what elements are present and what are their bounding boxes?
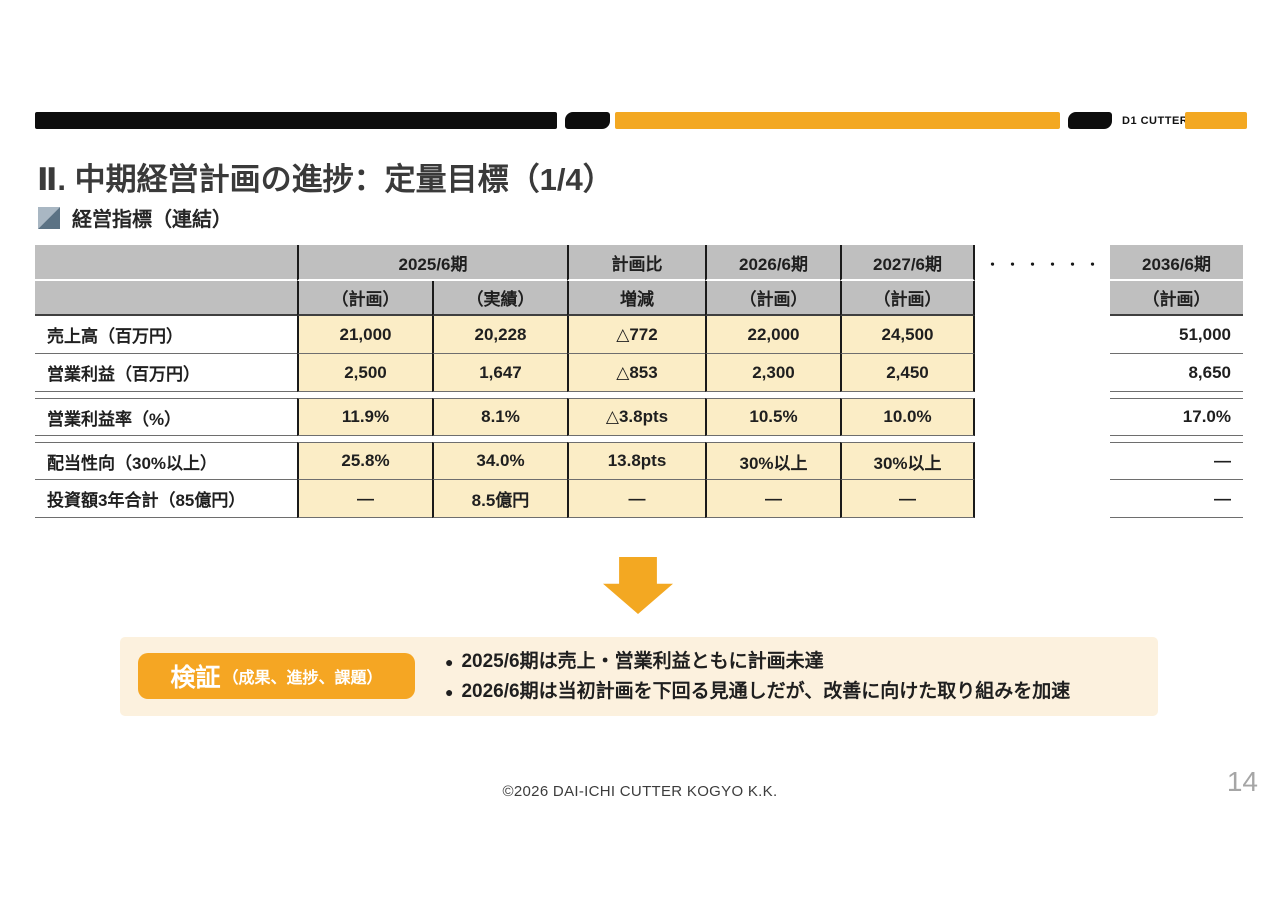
verification-tag-title: 検証 [170,664,221,692]
header-fy2036: 2036/6期 [1110,245,1243,281]
header-chip-black-left [565,112,610,129]
header-chip-black-right [1068,112,1112,129]
bullet-item: ● 2025/6期は売上・営業利益ともに計画未達 [445,647,1070,677]
table-gap [975,354,1110,392]
table-gap [975,442,1110,480]
bullet-text: 2025/6期は売上・営業利益ともに計画未達 [461,651,824,672]
cell-diff: △772 [567,316,705,354]
header-plan-b: （計画） [705,281,840,316]
cell-2025-plan: 21,000 [297,316,432,354]
kpi-table: 2025/6期 計画比 2026/6期 2027/6期 ・・・・・・ 2036/… [35,245,1245,518]
cell-2025-actual: 8.1% [432,398,567,436]
table-row-sales: 売上高（百万円） 21,000 20,228 △772 22,000 24,50… [35,316,1245,354]
section-square-icon [38,206,60,229]
bullet-text: 2026/6期は当初計画を下回る見通しだが、改善に向けた取り組みを加速 [461,681,1071,702]
cell-2025-plan: — [297,480,432,518]
down-arrow-icon [603,557,673,614]
table-header-row-2: （計画） （実績） 増減 （計画） （計画） （計画） [35,281,1245,316]
cell-2027-plan: 10.0% [840,398,975,436]
section-heading: 経営指標（連結） [38,203,232,232]
verification-bullet-list: ● 2025/6期は売上・営業利益ともに計画未達 ● 2026/6期は当初計画を… [445,647,1070,707]
row-label: 営業利益率（%） [35,398,297,436]
cell-2025-plan: 25.8% [297,442,432,480]
header-fy2026: 2026/6期 [705,245,840,281]
cell-diff: — [567,480,705,518]
header-actual: （実績） [432,281,567,316]
slide-title: Ⅱ. 中期経営計画の進捗：定量目標（1/4） [37,161,614,197]
cell-2026-plan: 22,000 [705,316,840,354]
table-header-row-1: 2025/6期 計画比 2026/6期 2027/6期 ・・・・・・ 2036/… [35,245,1245,281]
row-label: 配当性向（30%以上） [35,442,297,480]
verification-tag-subtitle: （成果、進捗、課題） [222,670,383,687]
cell-2036-plan: — [1110,442,1243,480]
cell-2036-plan: 8,650 [1110,354,1243,392]
cell-2025-plan: 2,500 [297,354,432,392]
bullet-icon: ● [445,684,454,700]
verification-panel: 検証 （成果、進捗、課題） ● 2025/6期は売上・営業利益ともに計画未達 ●… [120,637,1158,716]
table-gap [975,480,1110,518]
header-diff: 増減 [567,281,705,316]
row-label: 売上高（百万円） [35,316,297,354]
cell-2036-plan: 51,000 [1110,316,1243,354]
cell-2025-actual: 34.0% [432,442,567,480]
cell-diff: △853 [567,354,705,392]
table-group-sales-profit: 売上高（百万円） 21,000 20,228 △772 22,000 24,50… [35,316,1245,392]
table-gap [975,316,1110,354]
header-chip-amber [1185,112,1247,129]
cell-diff: △3.8pts [567,398,705,436]
header-plan-ratio: 計画比 [567,245,705,281]
table-row-operating-profit: 営業利益（百万円） 2,500 1,647 △853 2,300 2,450 8… [35,354,1245,392]
copyright-text: ©2026 DAI-ICHI CUTTER KOGYO K.K. [502,783,778,800]
header-fy2027: 2027/6期 [840,245,975,281]
cell-diff: 13.8pts [567,442,705,480]
cell-2026-plan: 10.5% [705,398,840,436]
company-logo-text: D1 CUTTER [1122,115,1189,127]
header-blank [35,245,297,281]
header-plan-c: （計画） [840,281,975,316]
table-gap [975,281,1110,316]
row-label: 営業利益（百万円） [35,354,297,392]
cell-2025-actual: 20,228 [432,316,567,354]
table-group-margin: 営業利益率（%） 11.9% 8.1% △3.8pts 10.5% 10.0% … [35,398,1245,436]
table-group-dividend-investment: 配当性向（30%以上） 25.8% 34.0% 13.8pts 30%以上 30… [35,442,1245,518]
verification-tag: 検証 （成果、進捗、課題） [138,653,415,699]
table-row-investment-total: 投資額3年合計（85億円） — 8.5億円 — — — — [35,480,1245,518]
ellipsis-dots: ・・・・・・ [975,245,1110,281]
cell-2025-plan: 11.9% [297,398,432,436]
cell-2036-plan: — [1110,480,1243,518]
row-label: 投資額3年合計（85億円） [35,480,297,518]
cell-2026-plan: 2,300 [705,354,840,392]
cell-2026-plan: 30%以上 [705,442,840,480]
bullet-icon: ● [445,654,454,670]
cell-2025-actual: 8.5億円 [432,480,567,518]
cell-2027-plan: 30%以上 [840,442,975,480]
section-heading-label: 経営指標（連結） [72,209,232,231]
table-row-operating-margin: 営業利益率（%） 11.9% 8.1% △3.8pts 10.5% 10.0% … [35,398,1245,436]
cell-2027-plan: 2,450 [840,354,975,392]
header-bar-black [35,112,557,129]
cell-2026-plan: — [705,480,840,518]
header-fy2025: 2025/6期 [297,245,567,281]
cell-2025-actual: 1,647 [432,354,567,392]
cell-2027-plan: 24,500 [840,316,975,354]
cell-2027-plan: — [840,480,975,518]
page-number: 14 [1226,766,1258,797]
bullet-item: ● 2026/6期は当初計画を下回る見通しだが、改善に向けた取り組みを加速 [445,677,1070,707]
table-gap [975,398,1110,436]
header-plan-a: （計画） [297,281,432,316]
table-row-payout-ratio: 配当性向（30%以上） 25.8% 34.0% 13.8pts 30%以上 30… [35,442,1245,480]
cell-2036-plan: 17.0% [1110,398,1243,436]
header-blank-2 [35,281,297,316]
header-bar-amber [615,112,1060,129]
header-plan-d: （計画） [1110,281,1243,316]
